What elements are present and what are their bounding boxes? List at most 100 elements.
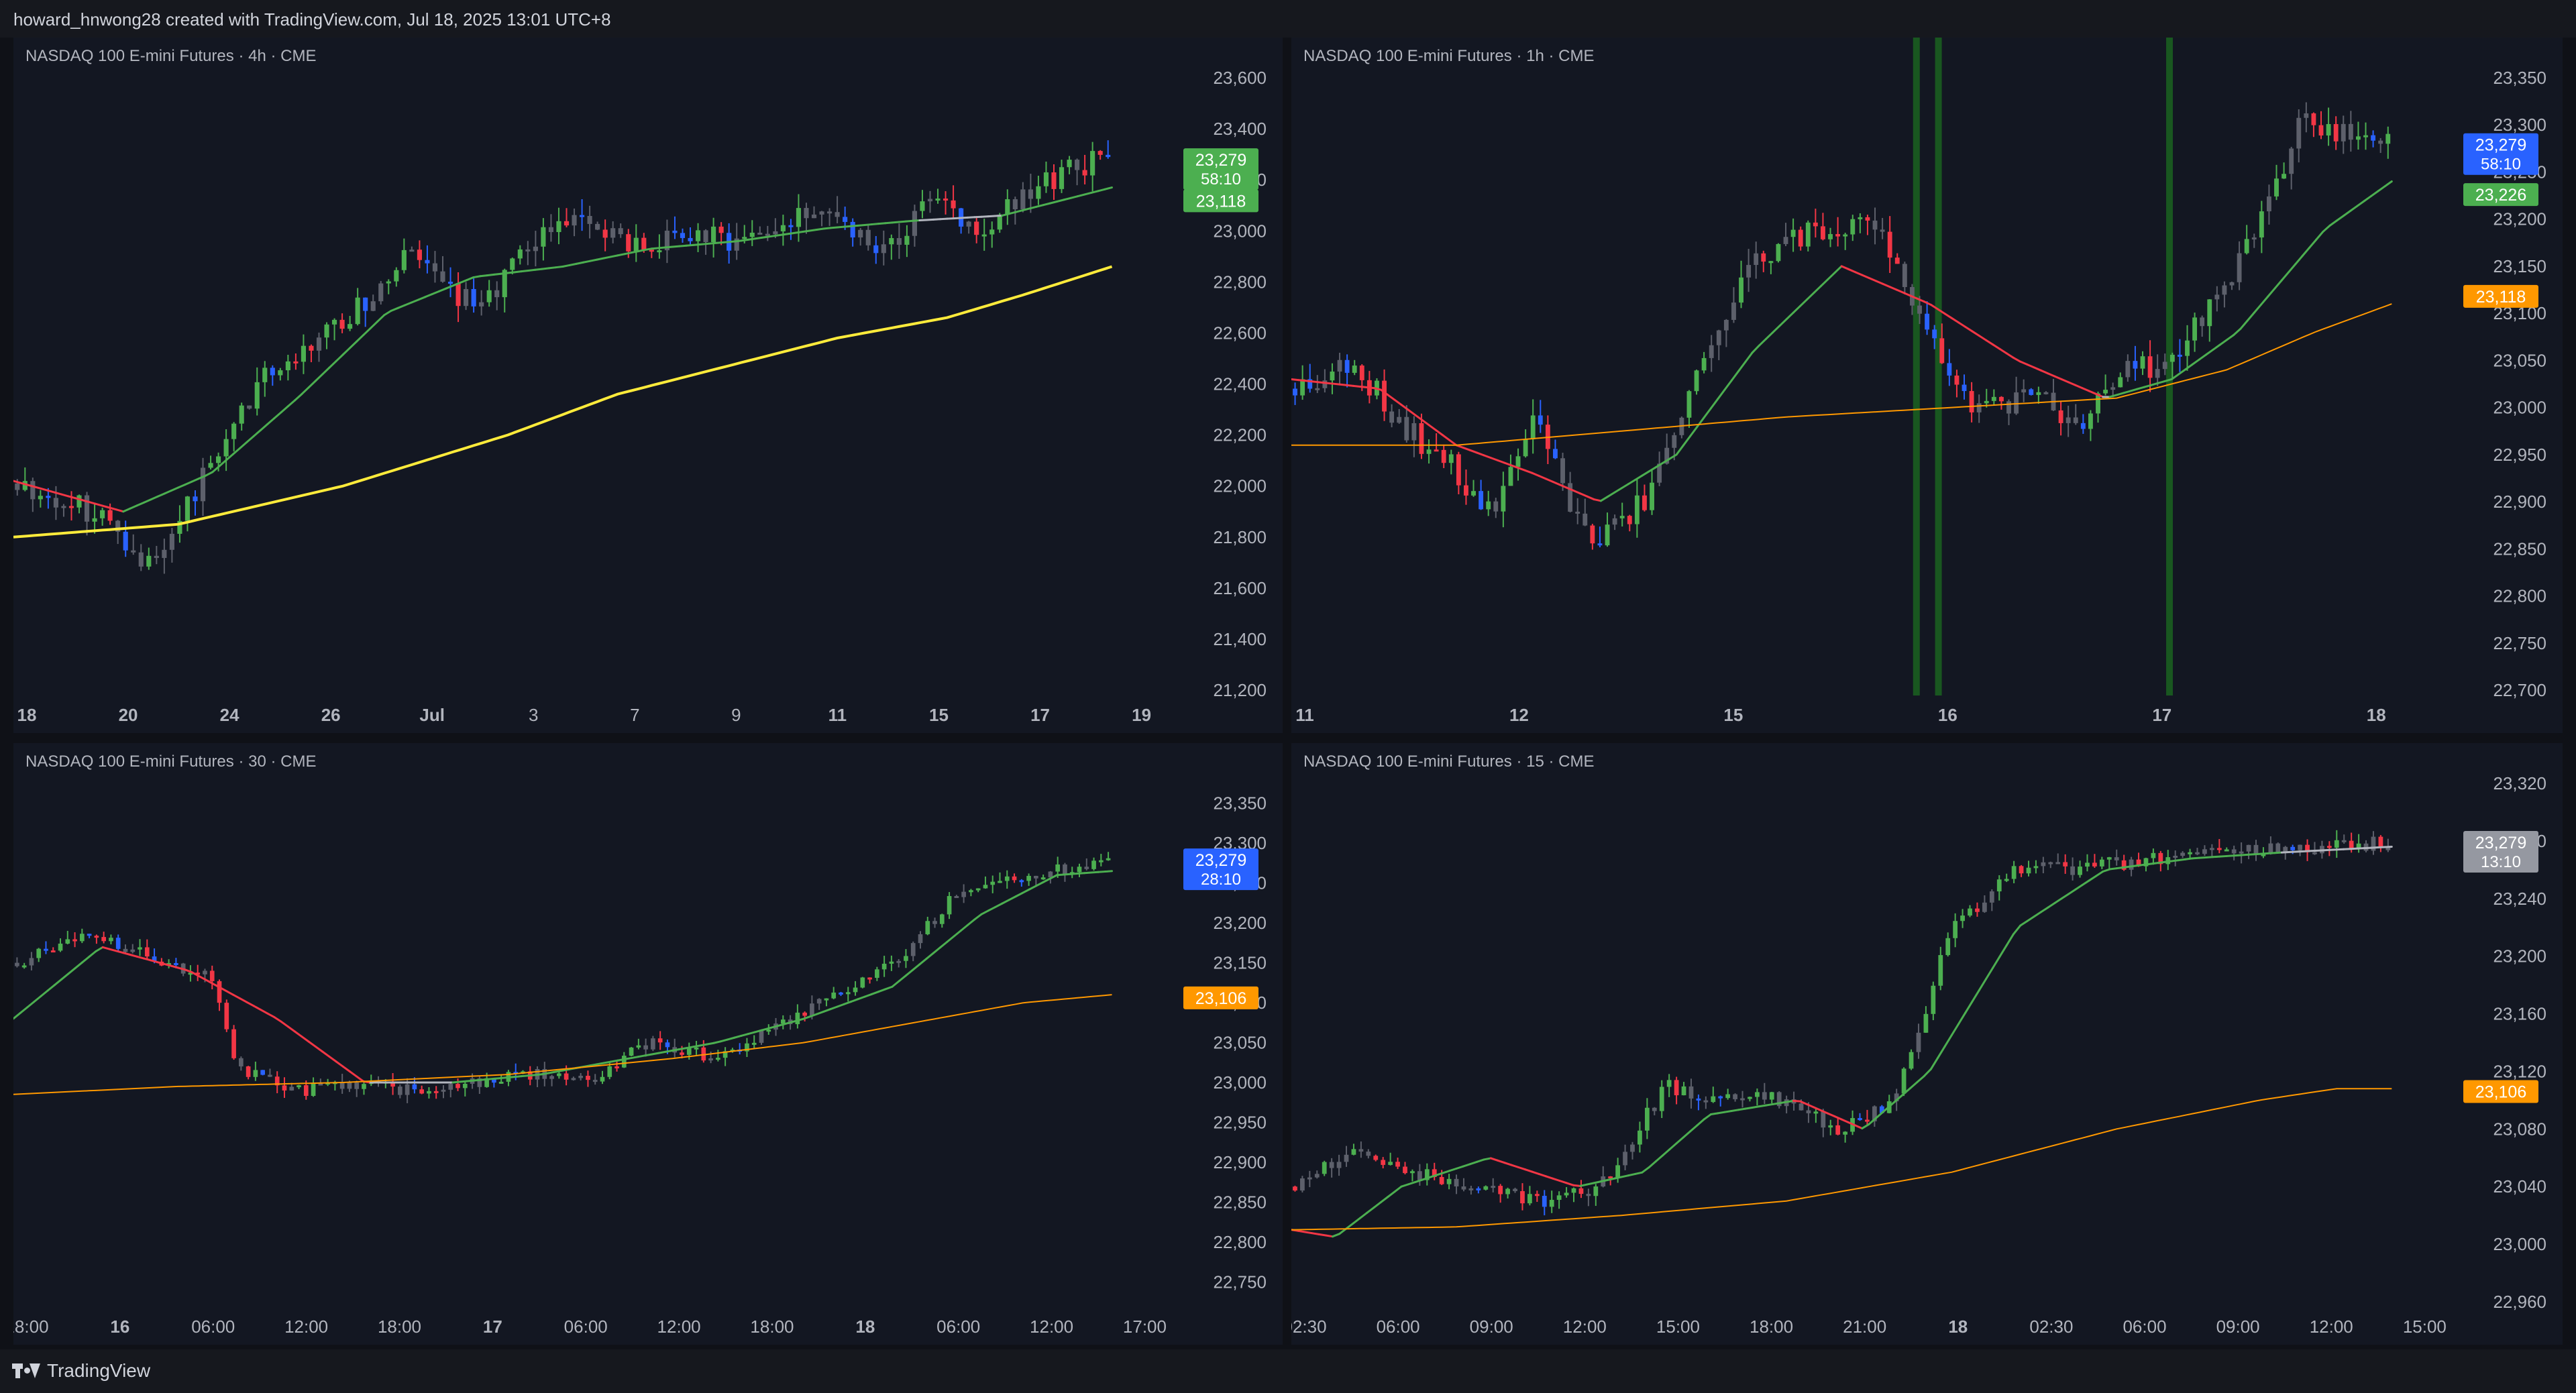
candle-body <box>896 960 902 963</box>
candle-body <box>2085 862 2090 867</box>
moving-average-segment <box>163 962 172 967</box>
chart-canvas-15m[interactable]: 23,32023,28023,24023,20023,16023,12023,0… <box>1291 743 2563 1345</box>
candle-body <box>1043 172 1049 186</box>
moving-average-segment <box>1675 1136 1684 1145</box>
moving-average-segment <box>321 1050 331 1058</box>
x-tick-label: 19 <box>1132 705 1151 725</box>
moving-average-segment <box>314 373 324 382</box>
candle-body <box>1538 415 1543 425</box>
x-tick-label: 26 <box>321 705 341 725</box>
candle-body <box>2341 123 2346 142</box>
moving-average-segment <box>2191 358 2200 366</box>
candle-body <box>1293 1186 1297 1191</box>
candle-body <box>935 199 941 201</box>
candle-body <box>1968 908 1972 916</box>
x-tick-label: 06:00 <box>2123 1317 2166 1337</box>
moving-average-segment <box>1428 424 1437 431</box>
moving-average-segment <box>356 1075 365 1082</box>
candle-body <box>614 1066 619 1068</box>
moving-average-segment <box>2094 392 2104 398</box>
candle-body <box>998 881 1002 883</box>
candle-body <box>1740 1098 1745 1101</box>
candle-body <box>1075 160 1080 170</box>
candle-body <box>394 270 399 282</box>
candle-body <box>1638 1130 1642 1145</box>
moving-average-segment <box>925 218 934 221</box>
x-tick-label: 17 <box>1030 705 1050 725</box>
candle-body <box>30 481 36 500</box>
price-label-box <box>2463 1080 2538 1103</box>
moving-average-segment <box>1097 188 1106 192</box>
candle-body <box>2231 849 2237 854</box>
candle-body <box>1293 388 1297 396</box>
moving-average-segment <box>40 487 49 492</box>
candle-body <box>1034 875 1038 879</box>
candle-body <box>2155 369 2160 378</box>
x-tick-label: 11 <box>1295 705 1314 725</box>
x-tick-label: 18:00 <box>13 1317 49 1337</box>
moving-average-segment <box>2301 247 2310 258</box>
chart-canvas-30m[interactable]: 23,35023,30023,25023,20023,15023,10023,0… <box>13 743 1283 1345</box>
candle-body <box>262 368 268 382</box>
moving-average-segment <box>13 1011 21 1020</box>
price-label-box <box>2463 183 2538 207</box>
chart-panel-1h[interactable]: 23,35023,30023,25023,20023,15023,10023,0… <box>1291 38 2563 733</box>
moving-average-segment <box>547 1070 557 1074</box>
candle-body <box>1498 1186 1503 1194</box>
chart-title-4h: NASDAQ 100 E-mini Futures · 4h · CME <box>25 47 317 65</box>
moving-average-segment <box>1324 1234 1334 1238</box>
moving-average-segment <box>1607 1177 1616 1181</box>
candle-body <box>2207 299 2212 327</box>
candle-body <box>2043 392 2049 394</box>
moving-average-segment <box>479 1078 488 1081</box>
moving-average-segment <box>197 474 207 480</box>
moving-average-segment <box>609 254 619 258</box>
moving-average-segment <box>582 260 592 264</box>
moving-average-segment <box>197 974 207 981</box>
candle-body <box>2110 387 2116 390</box>
moving-average-segment <box>506 1076 516 1079</box>
candle-body <box>839 992 843 995</box>
candle-body <box>1901 1068 1907 1094</box>
candle-body <box>556 221 561 233</box>
moving-average-segment <box>541 1072 550 1076</box>
moving-average-segment <box>2163 860 2173 863</box>
chart-canvas-4h[interactable]: 23,60023,40023,20023,00022,80022,60022,4… <box>13 38 1283 733</box>
candle-body <box>810 1003 814 1016</box>
candle-body <box>835 212 840 217</box>
y-tick-label: 23,320 <box>2493 773 2546 793</box>
moving-average-segment <box>2060 893 2070 900</box>
moving-average-segment <box>259 423 269 431</box>
moving-average-segment <box>1599 496 1609 502</box>
moving-average-segment <box>1620 483 1629 490</box>
x-tick-label: 20 <box>119 705 138 725</box>
chart-panel-30m[interactable]: 23,35023,30023,25023,20023,15023,10023,0… <box>13 743 1283 1345</box>
price-label-value: 23,118 <box>2476 288 2526 307</box>
chart-canvas-1h[interactable]: 23,35023,30023,25023,20023,15023,10023,0… <box>1291 38 2563 733</box>
chart-panel-4h[interactable]: 23,60023,40023,20023,00022,80022,60022,4… <box>13 38 1283 733</box>
x-tick-label: 16 <box>110 1317 129 1337</box>
x-tick-label: 18 <box>2367 705 2386 725</box>
candle-body <box>65 939 70 944</box>
candle-body <box>1505 1188 1510 1194</box>
moving-average-segment <box>2005 352 2015 359</box>
moving-average-segment <box>527 1074 537 1077</box>
tradingview-brand[interactable]: TradingView <box>12 1360 150 1382</box>
candle-body <box>1410 1171 1415 1174</box>
x-tick-label: 18 <box>855 1317 875 1337</box>
moving-average-segment <box>1565 486 1574 492</box>
moving-average-segment <box>1799 1100 1809 1106</box>
candle-body <box>843 217 848 222</box>
chart-panel-15m[interactable]: 23,32023,28023,24023,20023,16023,12023,0… <box>1291 743 2563 1345</box>
chart-title-15m: NASDAQ 100 E-mini Futures · 15 · CME <box>1303 753 1595 771</box>
candle-body <box>427 1091 431 1094</box>
candle-body <box>1051 172 1057 189</box>
candle-body <box>2125 361 2131 378</box>
candle-body <box>2261 854 2266 856</box>
candle-body <box>339 319 345 329</box>
moving-average-segment <box>2322 224 2331 233</box>
candle-body <box>1020 189 1026 210</box>
moving-average-segment <box>67 967 76 975</box>
candle-body <box>152 956 157 962</box>
candle-body <box>2244 239 2249 254</box>
